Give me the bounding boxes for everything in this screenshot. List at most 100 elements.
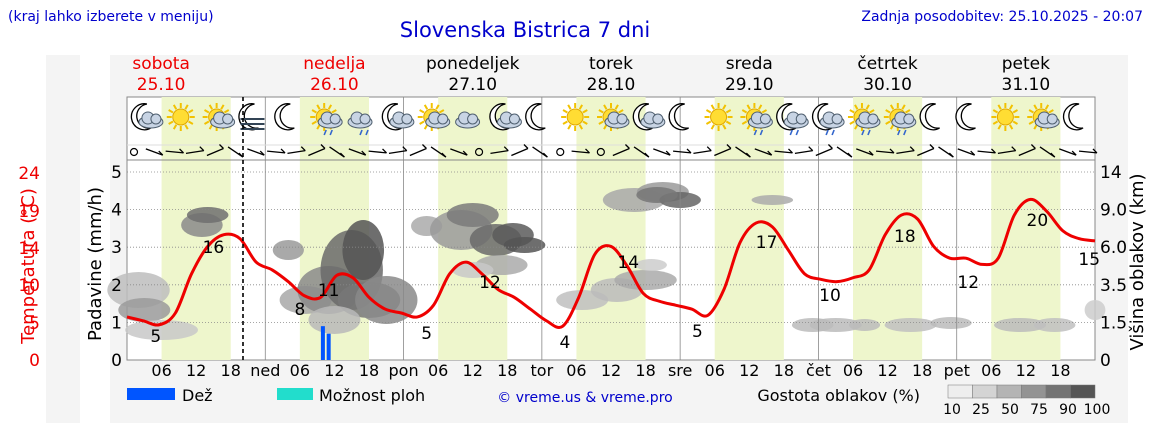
cloud-patch xyxy=(446,203,499,227)
sun-ray xyxy=(184,104,189,110)
sun-ray xyxy=(710,104,715,110)
sun-ray xyxy=(578,104,584,110)
cloud-patch xyxy=(308,306,361,334)
precip-tick: 1 xyxy=(111,313,122,333)
cloud-puff xyxy=(329,113,341,125)
sun-ray xyxy=(992,120,999,125)
day-name: sobota xyxy=(132,54,190,74)
sun-ray xyxy=(582,120,588,125)
wind-barb-tick xyxy=(767,150,773,156)
wind-barb-tick xyxy=(948,152,954,158)
sun-ray xyxy=(1028,109,1034,114)
sun-ray xyxy=(618,109,624,114)
rain-drop xyxy=(897,129,901,136)
temp-label: 5 xyxy=(150,327,161,347)
sun-ray xyxy=(311,120,317,125)
moon-cloud-icon xyxy=(130,103,164,131)
wind-barb xyxy=(165,150,184,154)
cloud-height-tick: 6.0 xyxy=(1100,238,1127,258)
sun-ray xyxy=(885,120,891,125)
wind-barb-tick xyxy=(665,150,671,156)
moon-crescent xyxy=(489,103,510,131)
wind-barb-tick xyxy=(726,144,732,149)
rain-drop xyxy=(867,129,871,136)
rain-bar xyxy=(326,333,331,360)
wind-barb xyxy=(1059,148,1077,156)
temp-label: 16 xyxy=(203,238,225,258)
moon-crescent xyxy=(919,103,940,131)
moon-crescent xyxy=(1062,103,1084,131)
sun-ray xyxy=(997,104,1002,110)
wind-barb xyxy=(368,150,387,154)
wind-barb xyxy=(815,147,833,157)
sun-ray xyxy=(741,120,748,125)
cloud-scale-swatch xyxy=(1045,384,1071,399)
moon-crescent xyxy=(130,103,152,131)
cloud-height-axis: 0 1.5 3.5 6.0 9.0 14 xyxy=(1100,163,1127,371)
cloud-puff xyxy=(437,113,449,125)
sun-ray xyxy=(172,104,178,110)
rain-drop xyxy=(825,129,829,136)
wind-barb xyxy=(145,148,163,156)
cloud-patch xyxy=(125,320,198,340)
moon-crescent xyxy=(668,103,690,131)
x-tick-label: 12 xyxy=(877,361,897,380)
sun-ray xyxy=(327,104,333,110)
cloud-patch xyxy=(884,318,937,332)
sun-ray xyxy=(889,104,895,110)
wind-barb xyxy=(490,150,509,154)
wind-barb-tick xyxy=(788,148,793,154)
region-note[interactable]: (kraj lahko izberete v meniju) xyxy=(8,9,214,25)
rain-drop xyxy=(831,129,835,136)
sun-icon xyxy=(561,103,590,131)
x-tick-label: 06 xyxy=(151,361,171,380)
x-tick-label: pon xyxy=(389,361,419,380)
cloud-density-label: Gostota oblakov (%) xyxy=(757,386,920,405)
sun-ray xyxy=(746,124,751,130)
moon-crescent xyxy=(632,103,654,131)
sun-ray xyxy=(204,109,210,114)
rain-drop xyxy=(365,129,369,136)
sun-cloud-icon xyxy=(1027,103,1060,131)
wind-barb-tick xyxy=(585,148,590,154)
precip-tick: 3 xyxy=(111,238,122,258)
wind-barb xyxy=(206,147,224,157)
cloud-scale-swatch xyxy=(947,384,973,399)
temperature-axis: 0 5 10 14 19 24 xyxy=(18,164,40,371)
sun-ray xyxy=(419,120,425,125)
sun-disc xyxy=(996,108,1014,126)
cloud-puff xyxy=(467,113,479,125)
credit-link[interactable]: © vreme.us & vreme.pro xyxy=(497,390,672,406)
calm-wind xyxy=(474,147,484,157)
sun-ray xyxy=(598,120,604,125)
x-tick-label: pet xyxy=(944,361,970,380)
sun-ray xyxy=(562,109,568,114)
sun-ray xyxy=(889,124,895,130)
sun-ray xyxy=(1033,104,1038,110)
moon-icon xyxy=(1062,103,1084,131)
wind-barb-tick xyxy=(1030,144,1036,149)
temp-label: 18 xyxy=(894,227,916,247)
precip-tick: 4 xyxy=(111,201,122,221)
cloud-scale-label: 50 xyxy=(1001,402,1019,418)
moon-icon xyxy=(274,103,295,131)
day-name: torek xyxy=(589,54,633,74)
sun-disc xyxy=(566,108,584,126)
precip-tick: 5 xyxy=(111,163,122,183)
sun-ray xyxy=(316,104,321,110)
last-updated: Zadnja posodobitev: 25.10.2025 - 20:07 xyxy=(861,9,1143,25)
moon-cloud-icon xyxy=(632,103,666,131)
wind-barb xyxy=(997,150,1016,154)
cloud-scale-label: 25 xyxy=(972,402,990,418)
cloud-patch xyxy=(809,318,862,332)
left-panel-bg xyxy=(46,55,80,423)
cloud-height-tick: 0 xyxy=(1100,351,1111,371)
sun-disc xyxy=(172,108,190,126)
weather-icons-row xyxy=(130,103,1084,136)
wind-barb-tick xyxy=(361,150,367,156)
wind-barb-tick xyxy=(644,152,650,158)
wind-barb-tick xyxy=(199,146,205,152)
sun-ray xyxy=(168,120,174,125)
temp-label: 4 xyxy=(559,333,570,353)
sun-ray xyxy=(741,109,748,114)
